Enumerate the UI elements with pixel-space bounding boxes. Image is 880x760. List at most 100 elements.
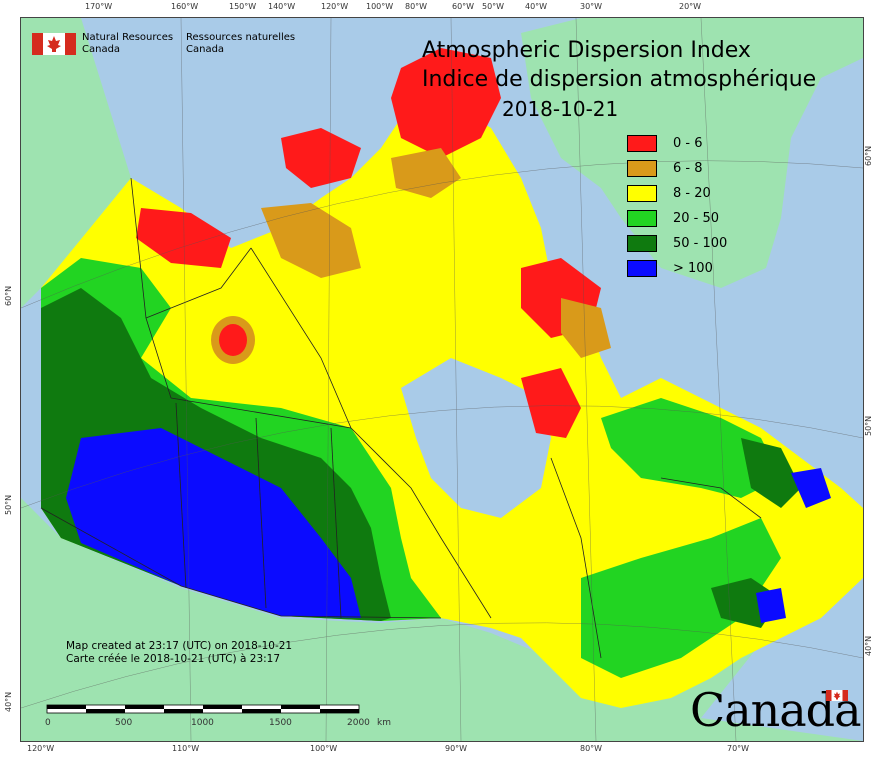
bottom-tick: 120°W xyxy=(27,744,55,753)
top-tick: 160°W xyxy=(171,2,199,11)
credit-en-line2: Canada xyxy=(82,44,121,55)
map-note-line2: Carte créée le 2018-10-21 (UTC) à 23:17 xyxy=(66,653,281,665)
nwt-nunavut-boundary xyxy=(250,247,352,429)
left-tick: 50°N xyxy=(4,494,13,515)
ungava-region-0-6 xyxy=(521,368,581,438)
right-tick: 50°N xyxy=(864,415,873,436)
graticule-110w xyxy=(180,18,192,741)
hudson-bay xyxy=(401,358,551,518)
scale-label: 0 xyxy=(45,718,51,728)
map-svg xyxy=(21,18,863,741)
credit-en: Natural Resources Canada xyxy=(82,32,173,56)
graticule-90w xyxy=(450,18,462,741)
boundaries xyxy=(40,177,762,659)
right-tick: 40°N xyxy=(864,635,873,656)
baffin-region-6-8 xyxy=(561,298,611,358)
arctic-islands-region-0-6 xyxy=(281,128,361,188)
credit-fr: Ressources naturelles Canada xyxy=(186,32,295,56)
credit-fr-line1: Ressources naturelles xyxy=(186,32,296,43)
alaska-land xyxy=(21,18,131,308)
top-tick: 140°W xyxy=(268,2,296,11)
legend-item: 6 - 8 xyxy=(627,160,703,177)
top-tick: 20°W xyxy=(679,2,702,11)
legend-item: 50 - 100 xyxy=(627,235,727,252)
60th-parallel-boundary xyxy=(170,397,352,429)
legend-label: 20 - 50 xyxy=(673,211,720,226)
legend-label: 50 - 100 xyxy=(673,236,728,251)
legend-swatch xyxy=(627,160,657,177)
ontario-quebec-boundary xyxy=(550,457,602,659)
legend-item: 20 - 50 xyxy=(627,210,719,227)
scale-unit: km xyxy=(377,718,391,728)
legend-item: 0 - 6 xyxy=(627,135,703,152)
quebec-labrador-boundary xyxy=(660,477,762,519)
graticule-80w xyxy=(575,18,597,741)
legend-swatch xyxy=(627,135,657,152)
legend-swatch xyxy=(627,260,657,277)
legend-label: > 100 xyxy=(673,261,713,276)
us-border xyxy=(40,507,442,619)
graticule-60n xyxy=(21,160,863,309)
map-area xyxy=(20,17,864,742)
bottom-tick: 110°W xyxy=(172,744,200,753)
top-tick: 60°W xyxy=(452,2,475,11)
scale-bar xyxy=(46,704,360,714)
title-fr: Indice de dispersion atmosphérique xyxy=(422,67,817,92)
yukon-nwt-boundary xyxy=(145,247,252,319)
left-tick: 40°N xyxy=(4,691,13,712)
legend-label: 6 - 8 xyxy=(673,161,703,176)
manitoba-ontario-boundary xyxy=(350,427,492,619)
newfoundland-region-over-100 xyxy=(791,468,831,508)
scale-label: 2000 xyxy=(347,718,370,728)
right-tick: 60°N xyxy=(864,145,873,166)
graticule xyxy=(21,18,863,741)
bc-alberta-boundary xyxy=(175,402,187,589)
greenland xyxy=(521,18,863,288)
bottom-tick: 80°W xyxy=(580,744,603,753)
legend-item: 8 - 20 xyxy=(627,185,711,202)
top-tick: 30°W xyxy=(580,2,603,11)
great-bear-lake-region-0-6 xyxy=(219,324,247,356)
ellesmere-region-0-6 xyxy=(391,48,501,158)
left-tick: 60°N xyxy=(4,285,13,306)
wordmark-flag-icon xyxy=(826,690,848,701)
alberta-sask-boundary xyxy=(255,417,267,609)
credit-en-line1: Natural Resources xyxy=(82,32,174,43)
bottom-tick: 90°W xyxy=(445,744,468,753)
arctic-region-6-8 xyxy=(261,203,361,278)
labrador-region-50-100 xyxy=(741,438,801,508)
legend-label: 8 - 20 xyxy=(673,186,711,201)
top-tick: 150°W xyxy=(229,2,257,11)
graticule-70w xyxy=(700,18,737,741)
top-tick: 170°W xyxy=(85,2,113,11)
legend-label: 0 - 6 xyxy=(673,136,703,151)
north-region-6-8 xyxy=(391,148,461,198)
top-tick: 50°W xyxy=(482,2,505,11)
bottom-tick: 100°W xyxy=(310,744,338,753)
legend-swatch xyxy=(627,210,657,227)
scale-label: 1000 xyxy=(191,718,214,728)
novascotia-region-over-100 xyxy=(756,588,786,623)
prairie-region-over-100 xyxy=(66,428,361,618)
legend-swatch xyxy=(627,235,657,252)
top-tick: 40°W xyxy=(525,2,548,11)
scale-label: 1500 xyxy=(269,718,292,728)
credit-fr-line2: Canada xyxy=(186,44,225,55)
graticule-50n xyxy=(21,405,863,509)
east-region-20-50 xyxy=(601,398,781,498)
bottom-tick: 70°W xyxy=(727,744,750,753)
title-en: Atmospheric Dispersion Index xyxy=(422,38,751,63)
sask-manitoba-boundary xyxy=(330,427,342,619)
scale-label: 500 xyxy=(115,718,133,728)
map-note: Map created at 23:17 (UTC) on 2018-10-21… xyxy=(66,640,292,666)
legend-swatch xyxy=(627,185,657,202)
top-tick: 120°W xyxy=(321,2,349,11)
canada-flag-icon xyxy=(32,33,76,55)
top-tick: 80°W xyxy=(405,2,428,11)
map-note-line1: Map created at 23:17 (UTC) on 2018-10-21 xyxy=(66,640,293,652)
top-tick: 100°W xyxy=(366,2,394,11)
graticule-40n xyxy=(21,622,863,709)
legend-item: > 100 xyxy=(627,260,713,277)
graticule-100w xyxy=(325,18,332,741)
